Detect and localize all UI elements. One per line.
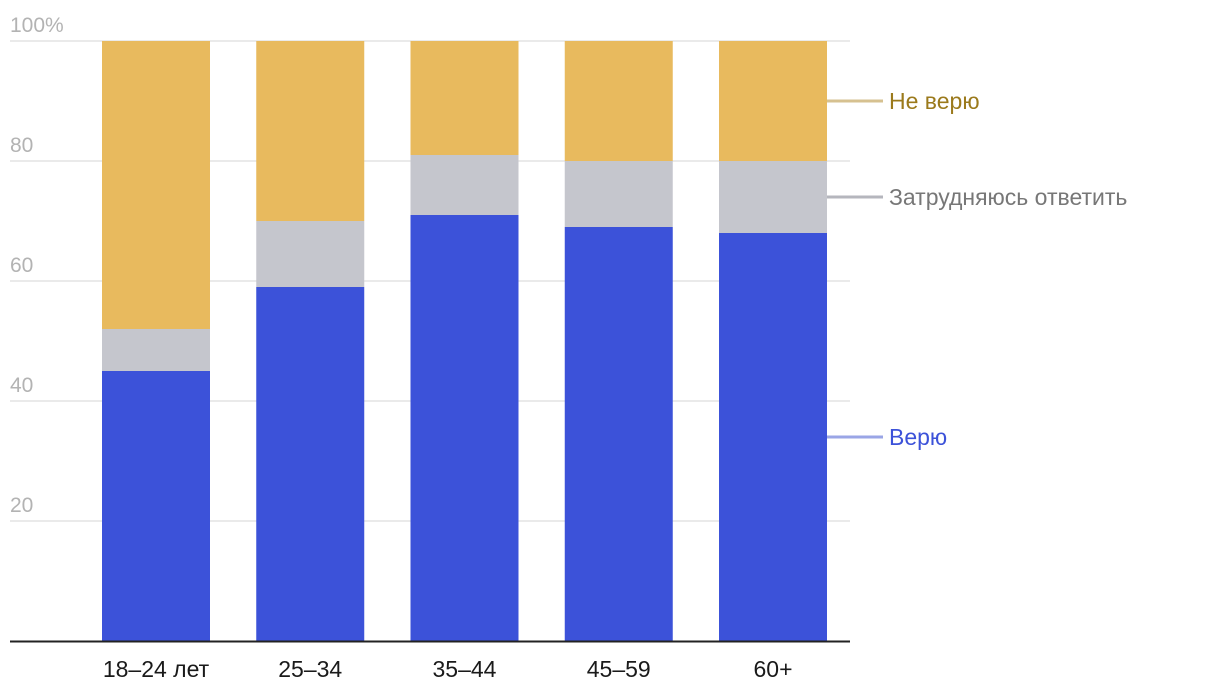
bar-segment — [102, 371, 210, 641]
bar-segment — [564, 227, 673, 641]
bar-segment — [410, 215, 519, 641]
bar-segment — [719, 233, 827, 641]
bar-segment — [410, 155, 519, 215]
bar-segment — [256, 41, 365, 221]
legend: Верю Затрудняюсь ответить Не верю — [827, 88, 1127, 450]
x-tick-label: 45–59 — [587, 656, 651, 682]
bar-segment — [256, 221, 365, 287]
bar-segment — [564, 161, 673, 227]
bar-segment — [256, 287, 365, 641]
x-tick-label: 60+ — [753, 656, 792, 682]
y-tick-label: 40 — [10, 374, 33, 397]
bar-segment — [102, 329, 210, 371]
x-tick-label: 18–24 лет — [103, 656, 210, 682]
x-tick-label: 25–34 — [278, 656, 342, 682]
bar-segment — [410, 41, 519, 155]
y-tick-label: 60 — [10, 254, 33, 277]
bar-segment — [719, 41, 827, 161]
legend-label: Не верю — [889, 88, 980, 114]
y-tick-labels: 20 40 60 80 100% — [10, 14, 64, 517]
x-tick-label: 35–44 — [433, 656, 497, 682]
y-tick-label: 80 — [10, 134, 33, 157]
legend-label: Верю — [889, 424, 947, 450]
legend-label: Затрудняюсь ответить — [889, 184, 1127, 210]
bars — [102, 41, 827, 641]
y-tick-label: 20 — [10, 494, 33, 517]
bar-segment — [102, 41, 210, 329]
bar-segment — [564, 41, 673, 161]
x-tick-labels: 18–24 лет 25–34 35–44 45–59 60+ — [103, 656, 793, 682]
y-tick-label: 100% — [10, 14, 64, 37]
bar-segment — [719, 161, 827, 233]
